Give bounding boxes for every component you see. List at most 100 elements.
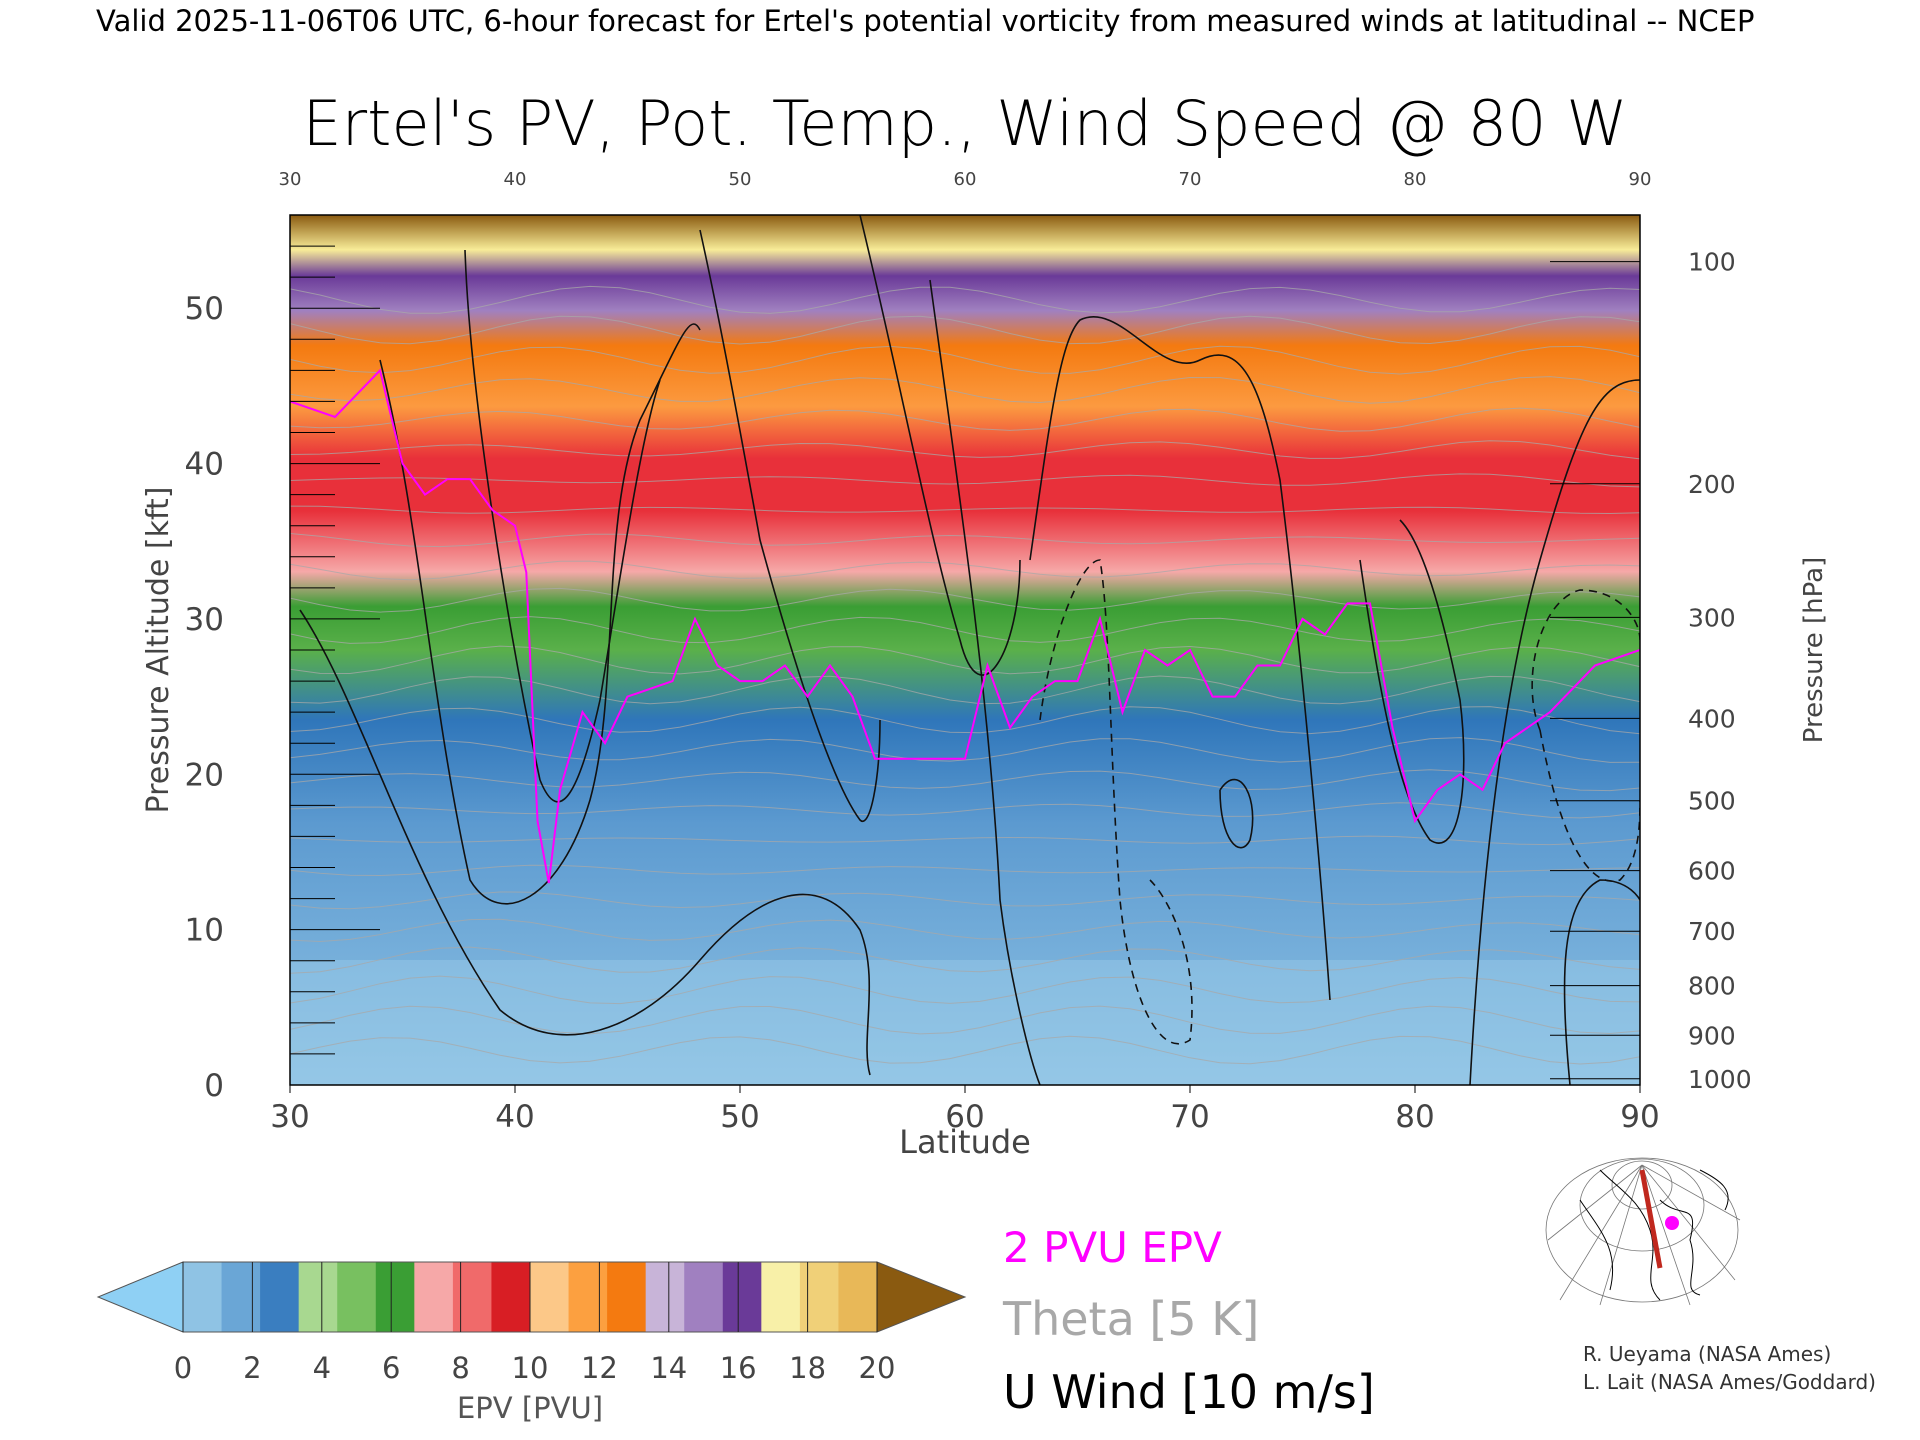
colorbar-bin — [530, 1262, 570, 1332]
y-tick-label: 30 — [185, 602, 224, 638]
x-top-tick-label: 30 — [279, 169, 302, 190]
theta-contour — [290, 505, 1640, 515]
x-tick-label: 80 — [1395, 1099, 1434, 1135]
theta-contour — [290, 946, 1640, 974]
legend-u-wind: U Wind [10 m/s] — [1003, 1365, 1375, 1419]
colorbar-under-arrow — [96, 1261, 184, 1333]
x-tick-label: 30 — [270, 1099, 309, 1135]
theta-contour — [290, 285, 1640, 314]
y-axis-label: Pressure Altitude [kft] — [141, 487, 176, 814]
legend-2pvu-epv: 2 PVU EPV — [1003, 1223, 1222, 1272]
colorbar-bin — [452, 1262, 493, 1332]
colorbar-bin — [491, 1262, 531, 1332]
x-axis-label: Latitude — [899, 1123, 1031, 1161]
theta-contour — [290, 675, 1640, 705]
legend-theta: Theta [5 K] — [1002, 1292, 1259, 1346]
x-top-tick-label: 50 — [729, 169, 752, 190]
map-graticule — [1579, 1158, 1705, 1252]
theta-contour — [290, 440, 1640, 460]
colorbar-bin — [298, 1262, 338, 1332]
colorbar-bin — [221, 1262, 261, 1332]
theta-contour — [290, 315, 1640, 345]
theta-contour — [290, 864, 1640, 877]
theta-contour — [290, 345, 1640, 375]
wind-contour — [379, 323, 701, 905]
pressure-tick-label: 300 — [1688, 603, 1736, 632]
colorbar-tick-label: 2 — [243, 1351, 261, 1385]
colorbar-tick-label: 8 — [451, 1351, 469, 1385]
pv-field — [290, 215, 1640, 1085]
colorbar-bin — [838, 1262, 878, 1332]
colorbar-tick-label: 20 — [859, 1351, 896, 1385]
colorbar: 0 2 4 6 8 10 12 14 16 18 20 EPV [PVU] — [96, 1261, 967, 1425]
theta-contour — [290, 407, 1640, 432]
x-tick-label: 50 — [720, 1099, 759, 1135]
credit-line-2: L. Lait (NASA Ames/Goddard) — [1583, 1370, 1876, 1394]
wind-contour — [699, 229, 881, 823]
credit-line-1: R. Ueyama (NASA Ames) — [1583, 1342, 1831, 1366]
wind-contour — [929, 279, 1041, 1085]
colorbar-bin — [568, 1262, 608, 1332]
x-tick-label: 90 — [1620, 1099, 1659, 1135]
x-top-tick-label: 60 — [954, 169, 977, 190]
colorbar-tick-label: 10 — [512, 1351, 549, 1385]
colorbar-label: EPV [PVU] — [457, 1391, 603, 1425]
y-tick-label: 10 — [185, 913, 224, 949]
pressure-tick-label: 400 — [1688, 704, 1736, 733]
theta-contour — [290, 616, 1640, 644]
plot-area — [290, 215, 1640, 1085]
map-graticule — [1545, 1157, 1739, 1303]
theta-contour — [290, 769, 1640, 792]
low-pv-wash — [290, 960, 1640, 1085]
colorbar-bin — [607, 1262, 647, 1332]
colorbar-bin — [799, 1262, 840, 1332]
y-axis-right-pressure: 100 200 300 400 500 600 700 800 900 1000 — [1550, 248, 1752, 1094]
colorbar-bin — [722, 1262, 762, 1332]
colorbar-tick-label: 14 — [650, 1351, 687, 1385]
pressure-tick-label: 200 — [1688, 470, 1736, 499]
colorbar-bin — [761, 1262, 801, 1332]
colorbar-tick-label: 4 — [313, 1351, 331, 1385]
wind-contour — [859, 215, 1021, 676]
y-axis-left: 0 10 20 30 40 50 — [185, 245, 380, 1104]
pressure-tick-label: 900 — [1688, 1021, 1736, 1050]
pressure-tick-label: 500 — [1688, 787, 1736, 816]
x-top-tick-label: 90 — [1629, 169, 1652, 190]
y-tick-label: 0 — [204, 1068, 224, 1104]
valid-time-caption: Valid 2025-11-06T06 UTC, 6-hour forecast… — [96, 4, 1754, 38]
pressure-tick-label: 1000 — [1688, 1065, 1752, 1094]
u-wind-contours — [299, 215, 1640, 1085]
colorbar-tick-label: 12 — [581, 1351, 618, 1385]
colorbar-tick-label: 0 — [174, 1351, 192, 1385]
wind-contour — [1563, 879, 1640, 1085]
theta-contour — [290, 835, 1640, 846]
theta-contour — [290, 645, 1640, 675]
wind-contour — [1029, 316, 1331, 1001]
theta-contour — [290, 1005, 1640, 1035]
pressure-tick-label: 600 — [1688, 857, 1736, 886]
colorbar-tick-label: 18 — [789, 1351, 826, 1385]
pressure-tick-label: 700 — [1688, 917, 1736, 946]
theta-contour — [290, 918, 1640, 943]
y-tick-label: 50 — [185, 291, 224, 327]
theta-contour — [290, 376, 1640, 404]
theta-contour — [290, 587, 1640, 613]
theta-contour — [290, 802, 1640, 819]
theta-contour — [290, 737, 1640, 763]
theta-contours — [290, 285, 1640, 1065]
wind-contour — [1531, 589, 1640, 731]
colorbar-tick-label: 6 — [382, 1351, 400, 1385]
colorbar-bin — [375, 1262, 415, 1332]
pressure-tick-label: 800 — [1688, 972, 1736, 1001]
locator-map — [1543, 1155, 1741, 1306]
colorbar-bin — [183, 1262, 223, 1332]
pv-2pvu-contour — [290, 368, 1640, 884]
x-top-tick-label: 80 — [1404, 169, 1427, 190]
colorbar-over-arrow — [876, 1261, 967, 1333]
theta-contour — [290, 891, 1640, 910]
wind-contour — [1039, 559, 1193, 1045]
theta-contour — [290, 473, 1640, 488]
wind-contour — [1539, 729, 1640, 882]
x-tick-label: 40 — [495, 1099, 534, 1135]
wind-contour — [1219, 778, 1254, 849]
